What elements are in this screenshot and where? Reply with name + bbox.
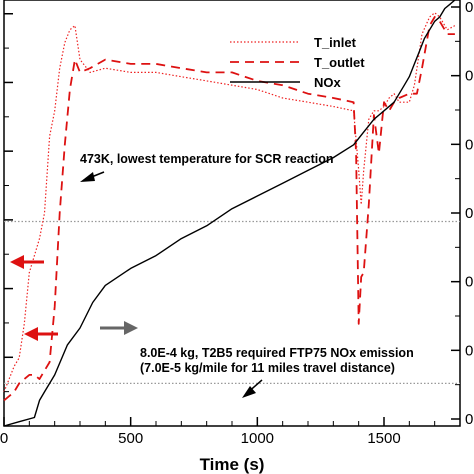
gray-arrow-right [100,321,138,335]
legend: T_inlet T_outlet NOx [230,35,365,90]
annotation-ftp-arrow [242,379,263,398]
red-arrow-lower [24,327,58,341]
annotation-ftp-line2: (7.0E-5 kg/mile for 11 miles travel dist… [140,361,395,375]
annotation-ftp-line1: 8.0E-4 kg, T2B5 required FTP75 NOx emiss… [140,346,414,360]
right-y-tick-label: 0 [465,342,473,359]
left-axis-ticks [4,12,13,393]
annotation-scr: 473K, lowest temperature for SCR reactio… [80,152,334,166]
series-line-t-inlet [3,12,456,393]
x-tick-label: 500 [118,430,143,447]
x-tick-label: 1500 [367,430,400,447]
right-y-tick-label: 0 [465,411,473,428]
right-y-tick-label: 0 [465,205,473,222]
right-y-tick-label: 0 [465,0,473,16]
x-axis-title: Time (s) [200,455,265,474]
right-axis-ticks: 0 0 0 0 0 0 0 [451,0,473,428]
reference-lines [4,220,460,385]
right-y-tick-label: 0 [465,68,473,85]
legend-label-t-outlet: T_outlet [314,55,365,70]
right-y-tick-label: 0 [465,136,473,153]
legend-label-t-inlet: T_inlet [314,35,357,50]
right-y-tick-label: 0 [465,274,473,291]
series-line-t-outlet [3,16,455,402]
legend-label-nox: NOx [314,75,342,90]
red-arrow-upper [10,255,44,269]
x-tick-label: 0 [0,430,8,447]
x-tick-label: 1000 [241,430,274,447]
x-axis-ticks: 0 500 1000 1500 [0,417,436,447]
annotation-scr-arrow [80,171,105,182]
series-line-nox [3,0,456,427]
series-layer [3,0,456,427]
